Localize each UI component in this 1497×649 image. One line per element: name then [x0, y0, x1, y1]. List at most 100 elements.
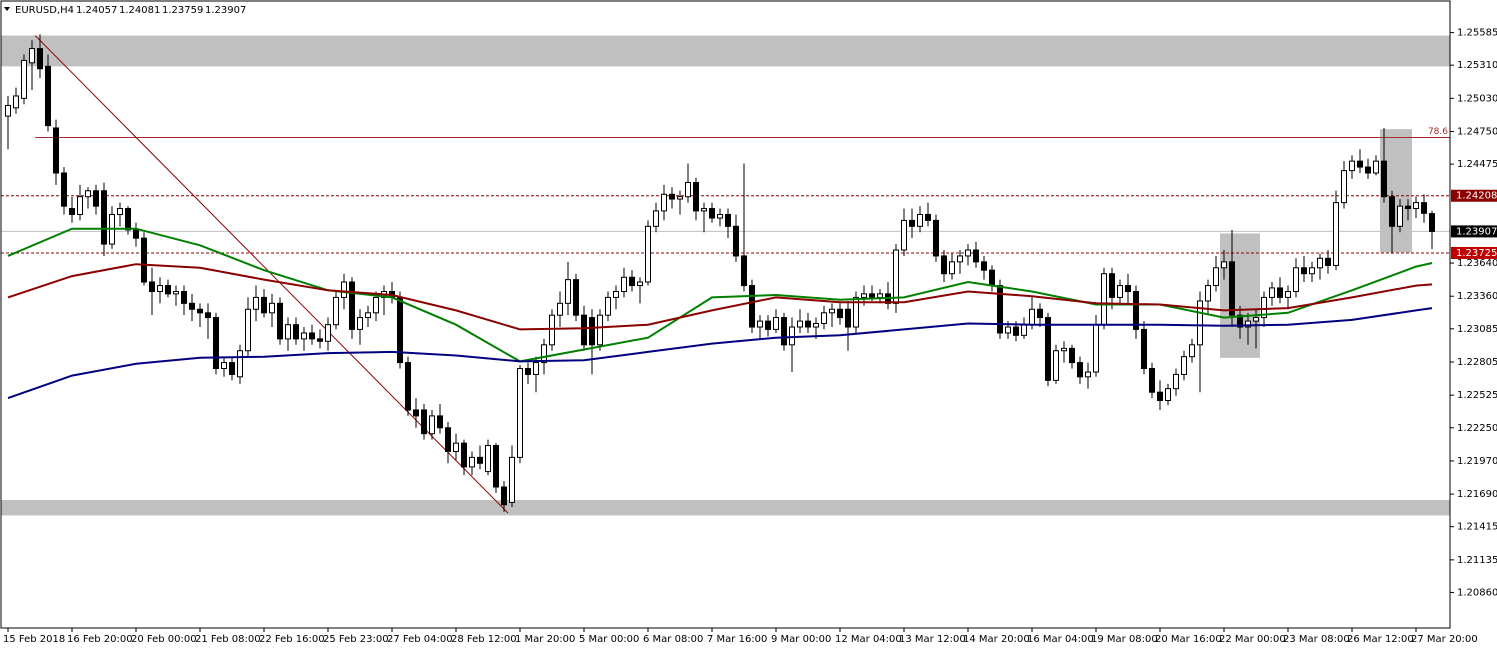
candle-body: [405, 362, 411, 411]
candle-body: [165, 285, 171, 295]
candle-body: [949, 261, 955, 275]
candle-body: [789, 326, 795, 346]
candle-body: [653, 210, 659, 227]
symbol-label: EURUSD,H4: [15, 5, 74, 16]
candle-body: [1021, 324, 1027, 336]
x-tick-label: 5 Mar 00:00: [579, 634, 639, 645]
candle-body: [829, 308, 835, 314]
candle-body: [5, 104, 11, 117]
candle-body: [117, 208, 123, 215]
candle-body: [669, 193, 675, 200]
axis-layer: 1.25585 1.25310 1.25030 1.24750 1.24475 1.236…: [3, 28, 1497, 645]
candle-body: [1093, 324, 1099, 373]
candle-body: [1269, 287, 1275, 298]
candle-body: [1005, 326, 1011, 334]
x-tick-label: 21 Feb 08:00: [195, 634, 261, 645]
x-tick-label: 27 Mar 20:00: [1411, 634, 1478, 645]
candle-body: [45, 65, 51, 127]
candle-body: [805, 320, 811, 328]
candle-body: [965, 249, 971, 257]
candle-body: [453, 442, 459, 452]
candle-body: [317, 338, 323, 342]
candle-body: [141, 237, 147, 283]
candle-body: [821, 312, 827, 324]
candle-body: [909, 219, 915, 227]
y-tick-label: 1.21135: [1457, 555, 1497, 566]
candle-body: [1429, 213, 1435, 232]
candle-body: [781, 317, 787, 346]
candle-body: [61, 172, 67, 207]
candle-body: [149, 281, 155, 292]
high-label: 1.24081: [119, 5, 160, 16]
highlight-box: [1220, 233, 1260, 358]
candle-body: [1325, 257, 1331, 266]
candle-body: [1085, 371, 1091, 378]
candle-body: [1389, 196, 1395, 227]
y-tick-label: 1.21970: [1457, 456, 1497, 467]
x-tick-label: 22 Feb 16:00: [259, 634, 325, 645]
candle-body: [1237, 314, 1243, 328]
candle-body: [981, 261, 987, 271]
candle-body: [629, 276, 635, 287]
candle-body: [525, 368, 531, 375]
candle-body: [21, 59, 27, 99]
candle-body: [413, 409, 419, 417]
candle-body: [373, 296, 379, 314]
y-tick-label: 1.21690: [1457, 489, 1497, 500]
candle-body: [37, 48, 43, 70]
candle-body: [421, 409, 427, 435]
candle-body: [1133, 290, 1139, 330]
candle-body: [645, 225, 651, 283]
price-tag-label: 1.23907: [1456, 226, 1497, 237]
candle-body: [621, 276, 627, 292]
candle-body: [693, 181, 699, 212]
candle-body: [29, 48, 35, 64]
candle-body: [1253, 317, 1259, 322]
candles-layer: [5, 34, 1435, 512]
candle-body: [85, 190, 91, 198]
y-tick-label: 1.21415: [1457, 522, 1497, 533]
y-tick-label: 1.22525: [1457, 390, 1497, 401]
candle-body: [173, 290, 179, 295]
candle-body: [277, 302, 283, 340]
price-tag: [1451, 189, 1497, 202]
candle-body: [69, 208, 75, 215]
candle-body: [229, 362, 235, 375]
candle-body: [1277, 287, 1283, 298]
candle-body: [333, 296, 339, 326]
candle-body: [1421, 202, 1427, 214]
candle-body: [749, 285, 755, 328]
candle-body: [293, 324, 299, 340]
candle-body: [189, 302, 195, 310]
candle-body: [253, 296, 259, 310]
fib-label: 78.6: [1428, 127, 1448, 137]
candle-body: [613, 290, 619, 298]
candle-body: [285, 324, 291, 340]
candle-body: [1333, 202, 1339, 266]
candle-body: [997, 285, 1003, 334]
candle-body: [861, 293, 867, 298]
moving-average: [7, 307, 1433, 400]
candle-body: [1213, 267, 1219, 287]
candle-body: [1197, 300, 1203, 346]
x-tick-label: 20 Feb 00:00: [131, 634, 197, 645]
candle-body: [365, 312, 371, 319]
y-tick-label: 1.23360: [1457, 291, 1497, 302]
candle-body: [1293, 267, 1299, 292]
candle-body: [1301, 267, 1307, 275]
candle-body: [469, 456, 475, 468]
candle-body: [1245, 320, 1251, 328]
candle-body: [301, 332, 307, 340]
candle-body: [1141, 328, 1147, 370]
candle-body: [837, 308, 843, 319]
candle-body: [77, 196, 83, 215]
candle-body: [181, 290, 187, 304]
y-tick-label: 1.23640: [1457, 258, 1497, 269]
candle-body: [925, 213, 931, 221]
zone: [1, 35, 1450, 67]
zone: [1, 500, 1450, 516]
x-tick-label: 1 Mar 20:00: [515, 634, 575, 645]
candle-body: [901, 219, 907, 251]
